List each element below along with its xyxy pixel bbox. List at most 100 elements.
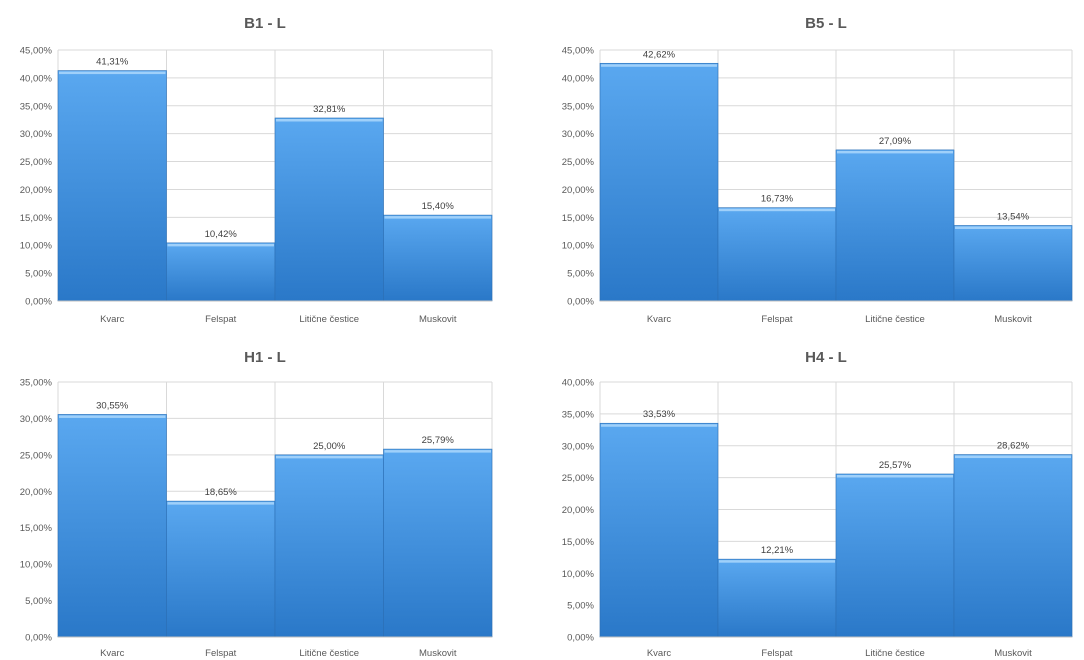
chart-svg: H1 - L 0,00% 5,00% 10,00% 15,00% 20,00% 25,00%…	[20, 349, 493, 659]
data-label: 27,09%	[879, 136, 912, 147]
data-label: 41,31%	[96, 57, 129, 68]
chart-h4-l: H4 - L 0,00% 5,00% 10,00% 15,00% 20,00% 25,00%…	[542, 330, 1084, 660]
chart-b1-l: B1 - L 0,00% 5,00% 10,00% 15,00% 20,00% 25,00%…	[0, 0, 542, 330]
y-tick-label: 25,00%	[20, 450, 53, 461]
bar	[953, 225, 1073, 302]
y-tick-label: 35,00%	[20, 378, 53, 389]
data-label: 33,53%	[643, 409, 676, 420]
y-tick-label: 0,00%	[567, 633, 594, 644]
chart-svg: B1 - L 0,00% 5,00% 10,00% 15,00% 20,00% 25,00%…	[20, 15, 493, 325]
x-category-label: Litične čestice	[299, 648, 359, 659]
bar-highlight	[276, 455, 383, 459]
data-label: 10,42%	[205, 229, 238, 240]
bar-highlight	[276, 118, 383, 122]
y-tick-label: 40,00%	[20, 73, 53, 84]
y-tick-label: 25,00%	[562, 473, 595, 484]
y-tick-label: 35,00%	[562, 101, 595, 112]
y-tick-label: 35,00%	[562, 409, 595, 420]
y-tick-label: 20,00%	[562, 505, 595, 516]
bar	[835, 149, 955, 302]
y-tick-label: 30,00%	[20, 414, 53, 425]
y-tick-label: 15,00%	[562, 213, 595, 224]
bar-highlight	[719, 560, 835, 563]
x-category-label: Muskovit	[419, 648, 457, 659]
bar-highlight	[384, 216, 491, 219]
y-tick-label: 10,00%	[562, 241, 595, 252]
chart-svg: H4 - L 0,00% 5,00% 10,00% 15,00% 20,00% 25,00%…	[562, 349, 1073, 659]
y-tick-label: 10,00%	[20, 560, 53, 571]
x-category-label: Litične čestice	[865, 314, 925, 325]
y-tick-label: 5,00%	[25, 596, 52, 607]
y-tick-label: 35,00%	[20, 101, 53, 112]
bar	[166, 500, 276, 638]
y-tick-label: 25,00%	[562, 157, 595, 168]
bar	[274, 117, 384, 302]
x-category-label: Felspat	[761, 314, 793, 325]
data-label: 32,81%	[313, 104, 346, 115]
y-tick-label: 5,00%	[25, 269, 52, 280]
y-tick-label: 20,00%	[562, 185, 595, 196]
chart-b5-l: B5 - L 0,00% 5,00% 10,00% 15,00% 20,00% 25,00%…	[542, 0, 1084, 330]
x-category-label: Felspat	[205, 648, 237, 659]
bar	[717, 558, 837, 638]
y-tick-label: 5,00%	[567, 269, 594, 280]
y-tick-label: 30,00%	[562, 129, 595, 140]
data-label: 13,54%	[997, 211, 1030, 222]
chart-title: B1 - L	[244, 15, 286, 32]
bar	[599, 422, 719, 638]
y-tick-label: 30,00%	[562, 441, 595, 452]
y-tick-label: 10,00%	[562, 569, 595, 580]
bar	[835, 473, 955, 638]
bar-highlight	[167, 502, 274, 505]
x-category-label: Muskovit	[994, 648, 1032, 659]
x-category-label: Litične čestice	[299, 314, 359, 325]
y-tick-label: 20,00%	[20, 487, 53, 498]
bar-highlight	[384, 450, 491, 453]
bar-highlight	[601, 64, 717, 67]
y-tick-label: 45,00%	[562, 46, 595, 57]
data-label: 28,62%	[997, 441, 1030, 452]
data-label: 12,21%	[761, 545, 794, 556]
y-tick-label: 15,00%	[562, 537, 595, 548]
bar	[166, 242, 276, 302]
y-tick-label: 25,00%	[20, 157, 53, 168]
x-category-label: Muskovit	[419, 314, 457, 325]
data-label: 18,65%	[205, 487, 238, 498]
bar	[274, 454, 384, 638]
bar-highlight	[837, 474, 953, 478]
data-label: 30,55%	[96, 400, 129, 411]
y-tick-label: 15,00%	[20, 523, 53, 534]
x-category-label: Felspat	[761, 648, 793, 659]
y-tick-label: 15,00%	[20, 213, 53, 224]
bar	[383, 448, 493, 638]
bar-highlight	[59, 71, 166, 75]
bar	[57, 414, 167, 638]
bar-highlight	[719, 208, 835, 212]
y-tick-label: 0,00%	[25, 297, 52, 308]
chart-svg: B5 - L 0,00% 5,00% 10,00% 15,00% 20,00% 25,00%…	[562, 15, 1073, 325]
y-tick-label: 20,00%	[20, 185, 53, 196]
y-tick-label: 10,00%	[20, 241, 53, 252]
bar	[383, 214, 493, 302]
bar	[57, 70, 167, 302]
bar-highlight	[955, 226, 1071, 229]
data-label: 16,73%	[761, 194, 794, 205]
y-tick-label: 5,00%	[567, 601, 594, 612]
bar-highlight	[167, 243, 274, 247]
x-category-label: Kvarc	[647, 314, 672, 325]
chart-title: H4 - L	[805, 349, 847, 366]
x-category-label: Felspat	[205, 314, 237, 325]
x-category-label: Kvarc	[647, 648, 672, 659]
y-tick-label: 30,00%	[20, 129, 53, 140]
bar	[599, 62, 719, 302]
x-category-label: Litične čestice	[865, 648, 925, 659]
data-label: 42,62%	[643, 49, 676, 60]
bar-highlight	[955, 455, 1071, 459]
bar-highlight	[601, 424, 717, 427]
chart-title: H1 - L	[244, 349, 286, 366]
chart-title: B5 - L	[805, 15, 847, 32]
data-label: 25,57%	[879, 460, 912, 471]
data-label: 25,79%	[422, 435, 455, 446]
y-tick-label: 45,00%	[20, 46, 53, 57]
y-tick-label: 0,00%	[25, 633, 52, 644]
